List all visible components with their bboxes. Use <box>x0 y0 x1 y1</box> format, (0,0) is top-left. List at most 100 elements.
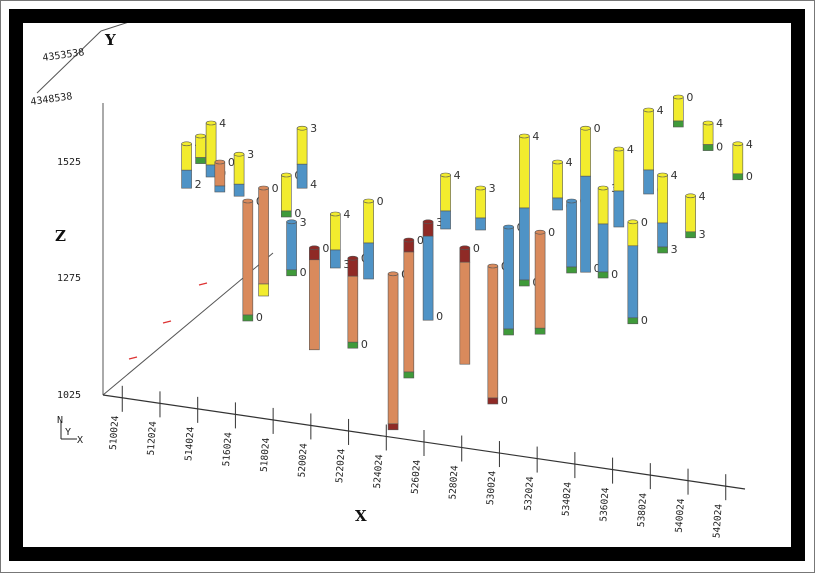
borehole-cap <box>519 133 530 139</box>
borehole-segment-blue <box>181 169 192 189</box>
borehole-label: 0 <box>300 266 307 279</box>
borehole-cap <box>657 172 668 178</box>
borehole-cap <box>643 107 654 113</box>
borehole-segment-yellow <box>597 187 609 225</box>
borehole-label: 0 <box>548 226 555 239</box>
borehole-segment-yellow <box>702 122 714 145</box>
x-tick-label: 532024 <box>523 476 536 511</box>
borehole-cap <box>258 185 269 191</box>
borehole-segment-blue <box>422 235 434 321</box>
borehole-cap <box>233 151 245 157</box>
y-axis-group: Y 4353538 4348538 <box>30 31 116 108</box>
borehole-segment-green <box>702 144 714 151</box>
floor-mark-3 <box>128 356 138 360</box>
borehole-cap <box>422 219 434 225</box>
borehole-label: 4 <box>454 169 461 182</box>
borehole-segment-yellow <box>330 213 341 251</box>
plot-area: Y 4353538 4348538 Z 1525 1275 1025 N Y X… <box>9 9 805 561</box>
borehole-label: 0 <box>611 268 618 281</box>
borehole-cap <box>613 146 625 152</box>
borehole: 30 <box>422 216 443 323</box>
borehole-label: 0 <box>322 242 329 255</box>
borehole-cap <box>580 125 591 131</box>
borehole-segment-darkred <box>347 257 359 277</box>
borehole-segment-yellow <box>732 143 744 175</box>
borehole-label: 0 <box>746 170 753 183</box>
borehole-cap <box>242 198 254 204</box>
x-tick-label: 536024 <box>598 487 611 522</box>
x-tick-label: 522024 <box>334 448 347 483</box>
borehole-segment-yellow <box>657 174 668 224</box>
borehole-segment-blue <box>566 200 577 268</box>
borehole: 43 <box>657 169 678 256</box>
z-tick-1025: 1025 <box>57 390 81 401</box>
borehole: 43 <box>330 208 350 271</box>
borehole-segment-blue <box>552 197 563 211</box>
borehole-cap <box>363 198 374 204</box>
borehole: 3 <box>475 182 496 231</box>
borehole-label: 0 <box>361 338 368 351</box>
x-ticks-group: 510024 512024 514024 516024 518024 520024 5220… <box>108 385 727 539</box>
x-tick-label: 512024 <box>146 421 159 456</box>
borehole-cap <box>475 185 486 191</box>
borehole-segment-blue <box>519 207 530 281</box>
borehole: 4 <box>613 143 634 228</box>
borehole-segment-orange <box>214 161 226 187</box>
borehole-segment-blue <box>363 242 374 280</box>
borehole-label: 4 <box>627 143 634 156</box>
box-top-edge <box>100 23 128 32</box>
z-axis-letter: Z <box>55 227 66 245</box>
borehole-cap <box>281 172 292 178</box>
x-axis-letter: X <box>355 507 367 525</box>
borehole-label: 4 <box>716 117 723 130</box>
borehole-label: 0 <box>501 394 508 407</box>
borehole-segment-yellow <box>440 174 451 212</box>
x-tick-label: 534024 <box>560 481 573 516</box>
borehole-segment-yellow <box>627 221 639 247</box>
borehole-segment-yellow <box>643 109 654 171</box>
orientation-n: N <box>57 415 63 426</box>
borehole-cap <box>534 229 546 235</box>
borehole-label: 0 <box>417 234 424 247</box>
borehole-segment-orange <box>534 231 546 329</box>
x-tick-label: 530024 <box>485 470 498 505</box>
floor-mark-2 <box>162 320 172 324</box>
borehole-segment-darkred <box>487 397 499 405</box>
x-tick-label: 540024 <box>674 498 687 533</box>
borehole-segment-blue <box>657 222 668 248</box>
borehole: 30 <box>286 216 307 279</box>
borehole-label: 0 <box>256 311 263 324</box>
borehole-cap <box>387 271 399 277</box>
x-tick-label: 528024 <box>447 465 460 500</box>
borehole-segment-green <box>534 327 546 335</box>
borehole-segment-orange <box>242 200 254 316</box>
borehole-cap <box>566 198 577 204</box>
borehole-label: 2 <box>195 178 202 191</box>
borehole-label: 3 <box>489 182 496 195</box>
borehole-segment-yellow <box>363 200 374 244</box>
x-tick-label: 538024 <box>636 492 649 527</box>
borehole-segment-green <box>627 317 639 325</box>
borehole-segment-blue <box>503 226 514 330</box>
borehole-segment-green <box>403 371 415 379</box>
borehole-label: 4 <box>532 130 539 143</box>
borehole-segment-green <box>732 173 744 181</box>
borehole-label: 0 <box>641 216 648 229</box>
borehole-3d-plot: Y 4353538 4348538 Z 1525 1275 1025 N Y X… <box>30 23 753 539</box>
borehole-cap <box>347 255 359 261</box>
x-tick-label: 514024 <box>183 426 196 461</box>
z-tick-1525: 1525 <box>57 157 81 168</box>
borehole-segment-blue <box>330 249 341 269</box>
borehole-segment-green <box>685 231 696 239</box>
borehole-label: 0 <box>641 314 648 327</box>
borehole-label: 4 <box>343 208 350 221</box>
borehole-cap <box>627 219 639 225</box>
orientation-y: Y <box>65 427 71 438</box>
x-tick-label: 518024 <box>259 437 272 472</box>
borehole-segment-yellow <box>475 187 486 219</box>
borehole-label: 3 <box>671 243 678 256</box>
borehole: 0 <box>258 182 279 297</box>
borehole: 3 <box>233 148 254 197</box>
borehole-cap <box>181 141 192 147</box>
borehole-segment-green <box>281 210 292 218</box>
